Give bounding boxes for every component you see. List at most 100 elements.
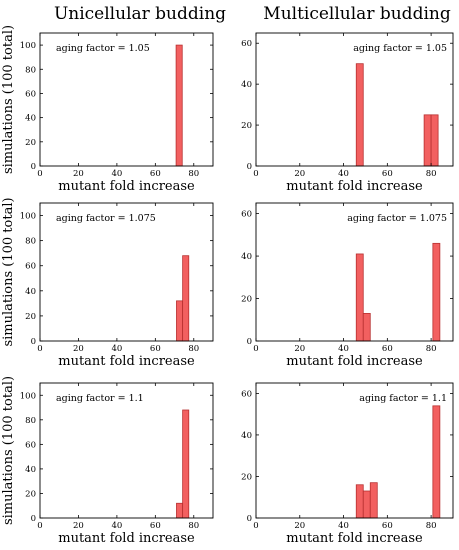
histogram-bar bbox=[362, 312, 371, 342]
x-tick-label: 20 bbox=[294, 344, 305, 354]
column-title-unicellular: Unicellular budding bbox=[53, 4, 227, 24]
histogram-bar bbox=[355, 484, 364, 519]
y-tick-label: 20 bbox=[241, 295, 252, 305]
histogram-bar bbox=[423, 114, 432, 167]
y-tick-label: 80 bbox=[25, 416, 36, 426]
plot-frame bbox=[39, 382, 214, 519]
column-title-multicellular: Multicellular budding bbox=[263, 4, 451, 24]
plot-frame bbox=[39, 202, 214, 342]
y-tick-label: 20 bbox=[241, 121, 252, 131]
y-tick-label: 0 bbox=[31, 337, 36, 347]
y-tick-label: 40 bbox=[241, 252, 252, 262]
x-tick-label: 80 bbox=[426, 521, 437, 531]
x-tick-label: 60 bbox=[382, 521, 393, 531]
aging-factor-annotation: aging factor = 1.05 bbox=[56, 43, 150, 54]
y-tick-label: 80 bbox=[25, 65, 36, 75]
histogram-bar bbox=[176, 300, 184, 342]
x-tick-label: 0 bbox=[37, 344, 42, 354]
y-tick-label: 60 bbox=[25, 440, 36, 450]
x-tick-label: 60 bbox=[382, 169, 393, 179]
x-tick-label: 0 bbox=[253, 521, 258, 531]
x-tick-label: 60 bbox=[150, 521, 161, 531]
plot-frame bbox=[255, 202, 454, 342]
y-tick-label: 0 bbox=[247, 337, 252, 347]
y-tick-label: 40 bbox=[241, 431, 252, 441]
plot-frame bbox=[255, 32, 454, 167]
x-axis-label: mutant fold increase bbox=[286, 531, 423, 546]
x-tick-label: 20 bbox=[294, 521, 305, 531]
x-tick-label: 40 bbox=[111, 169, 122, 179]
y-axis-label: simulations (100 total) bbox=[1, 376, 16, 525]
x-tick-label: 80 bbox=[426, 169, 437, 179]
x-tick-label: 80 bbox=[188, 521, 199, 531]
chart-panel-4: 0 20 40 60 80 0 20 40 60 80 100 mutant fold increas… bbox=[1, 376, 214, 546]
x-tick-label: 80 bbox=[426, 344, 437, 354]
x-tick-label: 80 bbox=[188, 344, 199, 354]
x-tick-label: 40 bbox=[338, 521, 349, 531]
aging-factor-annotation: aging factor = 1.075 bbox=[347, 213, 447, 224]
histogram-bar bbox=[430, 114, 439, 167]
y-tick-label: 0 bbox=[247, 162, 252, 172]
aging-factor-annotation: aging factor = 1.05 bbox=[353, 43, 447, 54]
x-axis-label: mutant fold increase bbox=[58, 531, 195, 546]
y-tick-label: 0 bbox=[31, 514, 36, 524]
y-tick-label: 20 bbox=[25, 138, 36, 148]
y-tick-label: 40 bbox=[241, 80, 252, 90]
x-tick-label: 60 bbox=[150, 169, 161, 179]
y-axis-label: simulations (100 total) bbox=[1, 197, 16, 346]
y-tick-label: 20 bbox=[241, 472, 252, 482]
histogram-bar bbox=[182, 409, 190, 519]
x-tick-label: 20 bbox=[294, 169, 305, 179]
x-tick-label: 0 bbox=[37, 521, 42, 531]
y-tick-label: 100 bbox=[20, 391, 36, 401]
histogram-bar bbox=[355, 253, 364, 342]
x-tick-label: 20 bbox=[73, 169, 84, 179]
histogram-bar bbox=[432, 242, 441, 342]
x-tick-label: 0 bbox=[253, 344, 258, 354]
histogram-bar bbox=[355, 63, 364, 167]
y-tick-label: 40 bbox=[25, 114, 36, 124]
x-axis-label: mutant fold increase bbox=[58, 354, 195, 369]
y-tick-label: 0 bbox=[31, 162, 36, 172]
y-tick-label: 100 bbox=[20, 212, 36, 222]
histogram-bar bbox=[432, 405, 441, 519]
y-tick-label: 60 bbox=[25, 89, 36, 99]
x-tick-label: 20 bbox=[73, 344, 84, 354]
chart-panel-0: 0 20 40 60 80 0 20 40 60 80 100 mutant fold increas… bbox=[1, 25, 214, 194]
x-tick-label: 40 bbox=[338, 344, 349, 354]
y-tick-label: 40 bbox=[25, 287, 36, 297]
y-tick-label: 40 bbox=[25, 465, 36, 475]
y-tick-label: 60 bbox=[241, 39, 252, 49]
y-tick-label: 0 bbox=[247, 514, 252, 524]
y-tick-label: 80 bbox=[25, 237, 36, 247]
histogram-bar bbox=[176, 502, 184, 519]
y-tick-label: 20 bbox=[25, 312, 36, 322]
y-axis-label: simulations (100 total) bbox=[1, 25, 16, 174]
y-tick-label: 60 bbox=[25, 262, 36, 272]
x-tick-label: 40 bbox=[338, 169, 349, 179]
histogram-bar bbox=[369, 482, 378, 519]
plot-frame bbox=[255, 382, 454, 519]
aging-factor-annotation: aging factor = 1.075 bbox=[56, 213, 156, 224]
x-tick-label: 20 bbox=[73, 521, 84, 531]
y-tick-label: 100 bbox=[20, 41, 36, 51]
x-tick-label: 80 bbox=[188, 169, 199, 179]
histogram-bar bbox=[175, 44, 183, 167]
x-tick-label: 40 bbox=[111, 521, 122, 531]
histogram-bar bbox=[182, 255, 190, 342]
plot-frame bbox=[39, 32, 214, 167]
y-tick-label: 60 bbox=[241, 210, 252, 220]
x-tick-label: 40 bbox=[111, 344, 122, 354]
x-tick-label: 0 bbox=[37, 169, 42, 179]
histogram-bar bbox=[362, 490, 371, 519]
aging-factor-annotation: aging factor = 1.1 bbox=[359, 393, 447, 404]
x-tick-label: 60 bbox=[382, 344, 393, 354]
x-axis-label: mutant fold increase bbox=[58, 179, 195, 194]
y-tick-label: 60 bbox=[241, 389, 252, 399]
x-axis-label: mutant fold increase bbox=[286, 179, 423, 194]
y-tick-label: 20 bbox=[25, 489, 36, 499]
